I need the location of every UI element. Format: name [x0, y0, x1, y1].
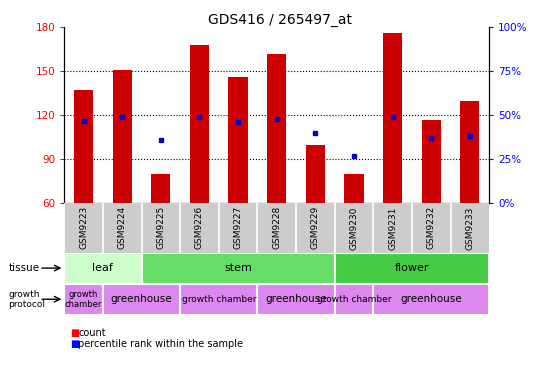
Text: greenhouse: greenhouse	[111, 294, 172, 304]
Text: ■: ■	[70, 339, 79, 349]
Text: GSM9232: GSM9232	[427, 206, 435, 250]
Bar	[373, 284, 489, 315]
Text: growth
chamber: growth chamber	[65, 290, 102, 309]
Bar	[344, 174, 363, 203]
Text: ■: ■	[70, 328, 79, 338]
Bar	[141, 253, 335, 284]
Bar	[180, 284, 257, 315]
Bar	[335, 284, 373, 315]
Bar	[306, 145, 325, 203]
Text: growth chamber: growth chamber	[317, 295, 391, 304]
Bar	[112, 70, 132, 203]
Text: GDS416 / 265497_at: GDS416 / 265497_at	[207, 13, 352, 27]
Bar	[383, 33, 402, 203]
Text: GSM9227: GSM9227	[234, 206, 243, 250]
Text: leaf: leaf	[92, 263, 113, 273]
Text: greenhouse: greenhouse	[265, 294, 327, 304]
Text: flower: flower	[395, 263, 429, 273]
Text: GSM9223: GSM9223	[79, 206, 88, 250]
Text: GSM9225: GSM9225	[157, 206, 165, 250]
Bar	[64, 284, 103, 315]
Text: GSM9233: GSM9233	[465, 206, 475, 250]
Text: GSM9226: GSM9226	[195, 206, 204, 250]
Text: count: count	[78, 328, 106, 338]
Bar	[335, 253, 489, 284]
Bar	[460, 101, 480, 203]
Text: growth chamber: growth chamber	[182, 295, 256, 304]
Text: percentile rank within the sample: percentile rank within the sample	[78, 339, 243, 349]
Bar	[257, 284, 335, 315]
Text: stem: stem	[224, 263, 252, 273]
Text: GSM9229: GSM9229	[311, 206, 320, 250]
Bar	[103, 284, 180, 315]
Bar	[64, 253, 141, 284]
Text: GSM9224: GSM9224	[118, 206, 127, 249]
Text: GSM9230: GSM9230	[349, 206, 358, 250]
Text: GSM9231: GSM9231	[388, 206, 397, 250]
Bar	[267, 54, 286, 203]
Bar	[151, 174, 170, 203]
Text: GSM9228: GSM9228	[272, 206, 281, 250]
Text: greenhouse: greenhouse	[400, 294, 462, 304]
Text: growth
protocol: growth protocol	[8, 290, 45, 309]
Bar	[421, 120, 441, 203]
Bar	[190, 45, 209, 203]
Bar	[229, 77, 248, 203]
Bar	[74, 90, 93, 203]
Text: tissue: tissue	[8, 263, 40, 273]
